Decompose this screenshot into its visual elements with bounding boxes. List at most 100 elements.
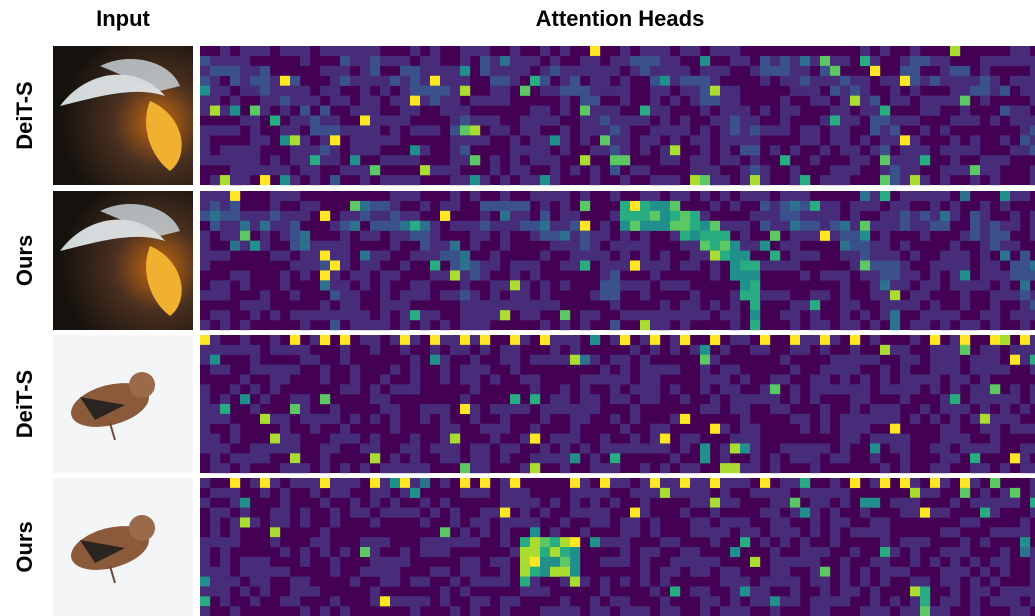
heatmap-cell: [370, 221, 380, 231]
heatmap-cell: [290, 175, 300, 185]
heatmap-cell: [720, 488, 730, 498]
heatmap-cell: [850, 86, 860, 96]
heatmap-cell: [500, 478, 510, 488]
heatmap-cell: [580, 86, 590, 96]
heatmap-cell: [680, 335, 690, 345]
heatmap-cell: [390, 231, 400, 241]
heatmap-cell: [940, 443, 950, 453]
heatmap-cell: [480, 300, 490, 310]
heatmap-cell: [330, 46, 340, 56]
heatmap-cell: [840, 221, 850, 231]
heatmap-cell: [370, 517, 380, 527]
heatmap-cell: [860, 374, 870, 384]
heatmap-cell: [780, 221, 790, 231]
heatmap-cell: [780, 241, 790, 251]
heatmap-cell: [630, 527, 640, 537]
heatmap-cell: [580, 355, 590, 365]
heatmap-cell: [430, 335, 440, 345]
heatmap-cell: [850, 586, 860, 596]
heatmap-cell: [900, 261, 910, 271]
heatmap-cell: [860, 414, 870, 424]
heatmap-cell: [270, 191, 280, 201]
heatmap-cell: [740, 527, 750, 537]
heatmap-cell: [760, 201, 770, 211]
heatmap-cell: [1010, 106, 1020, 116]
heatmap-cell: [1000, 231, 1010, 241]
heatmap-cell: [780, 191, 790, 201]
heatmap-cell: [830, 478, 840, 488]
heatmap-cell: [660, 76, 670, 86]
heatmap-cell: [360, 125, 370, 135]
heatmap-cell: [670, 557, 680, 567]
heatmap-cell: [360, 135, 370, 145]
heatmap-cell: [460, 478, 470, 488]
heatmap-cell: [710, 241, 720, 251]
heatmap-cell: [490, 251, 500, 261]
heatmap-cell: [540, 404, 550, 414]
heatmap-cell: [310, 251, 320, 261]
heatmap-cell: [220, 365, 230, 375]
heatmap-cell: [820, 586, 830, 596]
heatmap-cell: [380, 135, 390, 145]
heatmap-cell: [540, 547, 550, 557]
heatmap-cell: [830, 56, 840, 66]
heatmap-cell: [310, 145, 320, 155]
heatmap-cell: [330, 241, 340, 251]
heatmap-cell: [450, 135, 460, 145]
heatmap-cell: [950, 270, 960, 280]
heatmap-cell: [720, 374, 730, 384]
heatmap-cell: [810, 211, 820, 221]
heatmap-cell: [990, 596, 1000, 606]
heatmap-cell: [290, 86, 300, 96]
heatmap-cell: [470, 414, 480, 424]
heatmap-cell: [900, 270, 910, 280]
heatmap-cell: [550, 221, 560, 231]
heatmap-cell: [810, 135, 820, 145]
heatmap-cell: [500, 414, 510, 424]
heatmap-cell: [390, 478, 400, 488]
heatmap-cell: [230, 270, 240, 280]
heatmap-cell: [900, 116, 910, 126]
heatmap-cell: [1030, 175, 1035, 185]
heatmap-cell: [930, 374, 940, 384]
heatmap-cell: [390, 404, 400, 414]
heatmap-cell: [500, 498, 510, 508]
heatmap-cell: [560, 76, 570, 86]
heatmap-cell: [400, 596, 410, 606]
heatmap-cell: [720, 145, 730, 155]
heatmap-cell: [550, 165, 560, 175]
heatmap-cell: [620, 547, 630, 557]
heatmap-cell: [650, 434, 660, 444]
heatmap-cell: [290, 434, 300, 444]
heatmap-cell: [540, 557, 550, 567]
heatmap-cell: [880, 365, 890, 375]
heatmap-cell: [650, 211, 660, 221]
heatmap-cell: [470, 606, 480, 616]
heatmap-cell: [740, 241, 750, 251]
heatmap-cell: [880, 345, 890, 355]
heatmap-cell: [990, 498, 1000, 508]
heatmap-cell: [250, 76, 260, 86]
heatmap-cell: [410, 488, 420, 498]
heatmap-cell: [680, 434, 690, 444]
heatmap-cell: [260, 76, 270, 86]
heatmap-cell: [530, 106, 540, 116]
heatmap-cell: [470, 300, 480, 310]
heatmap-cell: [1020, 290, 1030, 300]
heatmap-cell: [340, 96, 350, 106]
heatmap-cell: [480, 56, 490, 66]
heatmap-cell: [300, 478, 310, 488]
heatmap-cell: [820, 443, 830, 453]
heatmap-cell: [420, 404, 430, 414]
heatmap-cell: [760, 165, 770, 175]
heatmap-cell: [430, 567, 440, 577]
heatmap-cell: [950, 586, 960, 596]
heatmap-cell: [980, 270, 990, 280]
heatmap-cell: [580, 251, 590, 261]
heatmap-cell: [240, 86, 250, 96]
heatmap-cell: [370, 345, 380, 355]
heatmap-cell: [230, 76, 240, 86]
heatmap-cell: [260, 586, 270, 596]
heatmap-cell: [690, 463, 700, 473]
heatmap-cell: [600, 537, 610, 547]
